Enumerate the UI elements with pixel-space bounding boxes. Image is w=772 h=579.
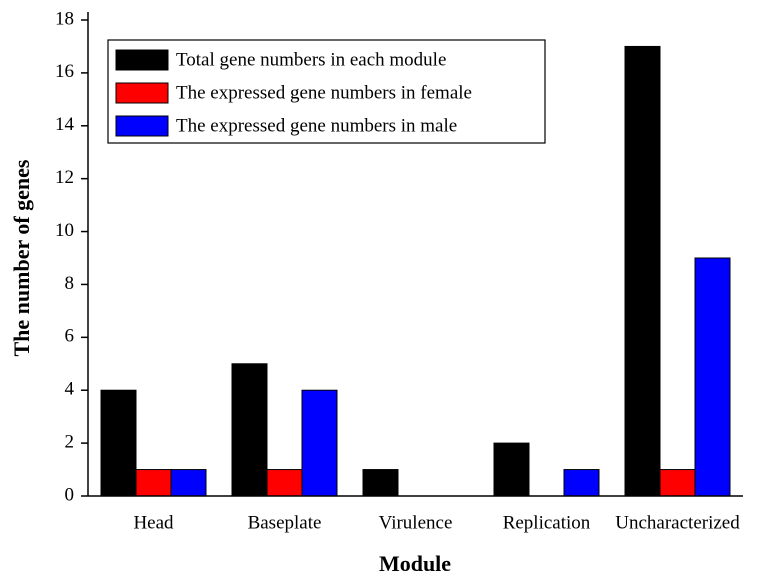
legend-swatch	[115, 115, 169, 137]
bar	[100, 389, 137, 497]
legend-label: The expressed gene numbers in male	[176, 115, 457, 136]
y-tick-label: 16	[55, 61, 74, 82]
x-tick-label: Virulence	[379, 512, 453, 533]
y-tick-label: 10	[55, 220, 74, 241]
y-tick-label: 0	[65, 484, 75, 505]
y-tick-label: 6	[65, 326, 75, 347]
legend-label: The expressed gene numbers in female	[176, 82, 472, 103]
x-axis-label: Module	[379, 551, 451, 576]
x-tick-label: Baseplate	[248, 512, 322, 533]
legend-swatch	[115, 82, 169, 104]
x-tick-label: Uncharacterized	[615, 512, 740, 533]
legend-swatch	[115, 49, 169, 71]
x-tick-label: Head	[133, 512, 174, 533]
bar	[563, 469, 600, 497]
y-tick-label: 18	[55, 8, 74, 29]
bar	[659, 469, 696, 497]
y-axis-label: The number of genes	[9, 159, 34, 356]
bar	[301, 389, 338, 497]
legend-box	[107, 39, 546, 144]
bar	[493, 442, 530, 497]
y-tick-label: 4	[65, 379, 75, 400]
legend-label: Total gene numbers in each module	[176, 49, 446, 70]
y-tick-label: 8	[65, 273, 75, 294]
bar	[135, 469, 172, 497]
bar	[170, 469, 207, 497]
bar	[624, 45, 661, 497]
bar	[266, 469, 303, 497]
y-tick-label: 12	[55, 167, 74, 188]
y-tick-label: 14	[55, 114, 75, 135]
x-tick-label: Replication	[503, 512, 591, 533]
y-tick-label: 2	[65, 431, 75, 452]
bar	[362, 469, 399, 497]
bar	[694, 257, 731, 497]
bar	[231, 363, 268, 497]
